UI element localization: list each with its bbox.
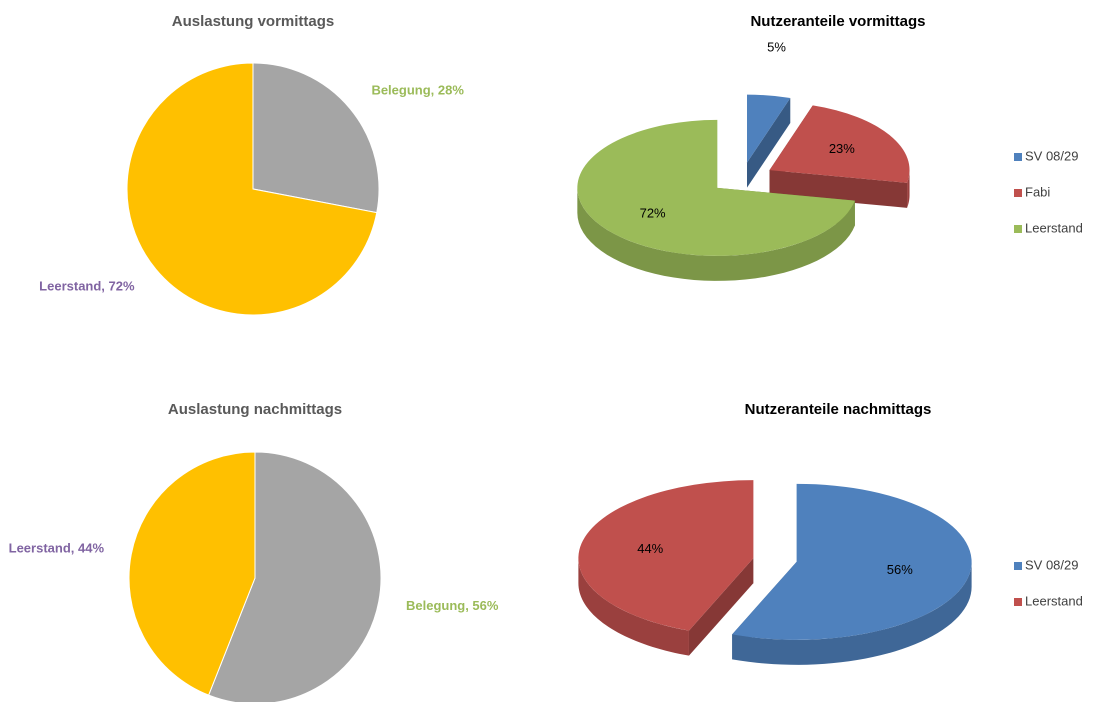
slice — [577, 119, 855, 256]
slice — [769, 105, 910, 183]
legend-label: Fabi — [1025, 184, 1050, 199]
data-label: 72% — [640, 205, 666, 220]
slice-side — [769, 170, 908, 208]
legend-swatch — [1014, 189, 1022, 197]
slice — [747, 94, 791, 163]
slice — [207, 451, 382, 702]
legend-swatch — [1014, 598, 1022, 606]
data-label: 44% — [637, 541, 663, 556]
legend-swatch — [1014, 562, 1022, 570]
legend-label: Leerstand — [1025, 220, 1083, 235]
chart-title: Auslastung vormittags — [172, 13, 335, 30]
legend-swatch — [1014, 153, 1022, 161]
slice-side — [747, 97, 791, 188]
data-label: Leerstand, 44% — [9, 541, 105, 556]
slice-rim — [732, 561, 972, 665]
data-label: 5% — [767, 40, 786, 55]
pie-chart: Auslastung vormittags Belegung, 28% Leerst… — [39, 13, 464, 316]
slice — [128, 451, 256, 696]
data-label: Leerstand, 72% — [39, 278, 135, 293]
data-label: Belegung, 56% — [406, 598, 499, 613]
pie-chart: Nutzeranteile nachmittags 56% 44% SV 08/29 L… — [578, 401, 1083, 665]
slice — [732, 483, 972, 640]
slice-rim — [907, 170, 910, 208]
chart-title: Nutzeranteile nachmittags — [745, 401, 932, 418]
slice-side — [688, 558, 754, 656]
slice — [252, 62, 380, 214]
legend-label: SV 08/29 — [1025, 557, 1079, 572]
slice-rim — [578, 558, 689, 656]
slice-rim — [577, 187, 855, 281]
chart-title: Auslastung nachmittags — [168, 401, 342, 418]
slice — [126, 62, 378, 316]
chart-title: Nutzeranteile vormittags — [750, 13, 925, 30]
legend-label: Leerstand — [1025, 593, 1083, 608]
data-label: Belegung, 28% — [371, 82, 464, 97]
pie-chart: Auslastung nachmittags Belegung, 56% Leers… — [9, 401, 499, 702]
data-label: 23% — [829, 141, 855, 156]
slice — [578, 480, 754, 631]
pie-chart: Nutzeranteile vormittags 5% 23% 72% SV 08/29… — [577, 13, 1083, 281]
legend-label: SV 08/29 — [1025, 148, 1079, 163]
data-label: 56% — [887, 562, 913, 577]
legend-swatch — [1014, 225, 1022, 233]
